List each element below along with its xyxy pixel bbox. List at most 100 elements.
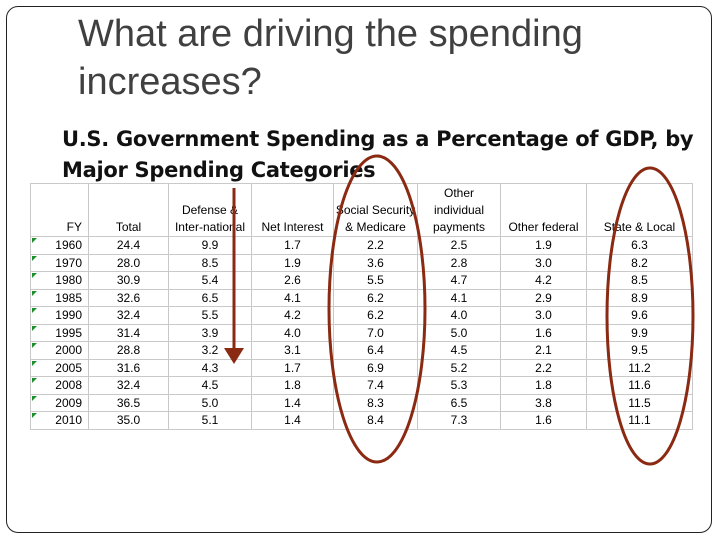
table-row: 1990 32.4 5.5 4.2 6.2 4.0 3.0 9.6: [30, 306, 693, 325]
error-indicator-icon: [32, 325, 37, 331]
table-cell: 6.2: [333, 288, 418, 307]
table-cell: 2.5: [417, 236, 501, 255]
table-cell: 9.5: [586, 341, 693, 360]
table-cell: 4.0: [251, 323, 334, 342]
table-cell: 4.3: [168, 358, 252, 377]
column-header-total: Total: [88, 183, 169, 237]
fy-value: 1970: [55, 255, 82, 270]
fy-value: 1990: [55, 308, 82, 323]
fy-value: 1995: [55, 325, 82, 340]
column-header-other-federal: Other federal: [500, 183, 587, 237]
column-header-defense: Defense & Inter-national: [168, 183, 252, 237]
table-subtitle: U.S. Government Spending as a Percentage…: [62, 127, 694, 182]
error-indicator-icon: [32, 238, 37, 243]
error-indicator-icon: [32, 395, 37, 401]
table-cell: 6.2: [333, 306, 418, 325]
table-cell: 1.9: [500, 236, 587, 255]
error-indicator-icon: [32, 413, 37, 418]
table-cell: 5.5: [333, 271, 418, 290]
fy-value: 2010: [55, 413, 82, 428]
fy-value: 1960: [55, 238, 82, 253]
table-row: 1960 24.4 9.9 1.7 2.2 2.5 1.9 6.3: [30, 236, 693, 255]
table-row: 2005 31.6 4.3 1.7 6.9 5.2 2.2 11.2: [30, 358, 693, 377]
table-cell: 4.1: [417, 288, 501, 307]
table-cell: 3.0: [500, 253, 587, 272]
table-cell: 2.2: [500, 358, 587, 377]
fy-value: 1980: [55, 273, 82, 288]
column-header-state-local: State & Local: [586, 183, 693, 237]
table-cell: 4.1: [251, 288, 334, 307]
table-cell: 28.0: [88, 253, 169, 272]
table-cell: 5.0: [168, 393, 252, 412]
error-indicator-icon: [32, 343, 37, 348]
table-cell: 1.8: [500, 376, 587, 395]
table-cell: 35.0: [88, 411, 169, 430]
column-header-social-security-medicare: Social Security & Medicare: [333, 183, 418, 237]
table-cell: 32.6: [88, 288, 169, 307]
table-cell: 9.9: [168, 236, 252, 255]
slide-frame: [6, 6, 712, 533]
table-cell: 7.4: [333, 376, 418, 395]
table-cell: 8.5: [168, 253, 252, 272]
table-cell-fy: 1995: [30, 323, 89, 342]
error-indicator-icon: [32, 255, 37, 261]
table-cell: 2.6: [251, 271, 334, 290]
table-cell: 3.6: [333, 253, 418, 272]
table-cell: 1.6: [500, 411, 587, 430]
table-cell-fy: 2000: [30, 341, 89, 360]
table-cell: 8.2: [586, 253, 693, 272]
table-cell: 9.9: [586, 323, 693, 342]
table-cell: 8.9: [586, 288, 693, 307]
table-cell: 3.2: [168, 341, 252, 360]
table-cell: 5.0: [417, 323, 501, 342]
table-cell: 4.2: [251, 306, 334, 325]
table-cell: 6.3: [586, 236, 693, 255]
table-cell: 30.9: [88, 271, 169, 290]
slide-title: What are driving the spending increases?: [78, 13, 583, 103]
table-cell: 7.3: [417, 411, 501, 430]
table-cell-fy: 1960: [30, 236, 89, 255]
error-indicator-icon: [32, 290, 37, 296]
fy-value: 2008: [55, 378, 82, 393]
table-cell-fy: 1980: [30, 271, 89, 290]
table-row: 2008 32.4 4.5 1.8 7.4 5.3 1.8 11.6: [30, 376, 693, 395]
table-cell: 3.1: [251, 341, 334, 360]
table-cell: 1.7: [251, 236, 334, 255]
table-row: 1995 31.4 3.9 4.0 7.0 5.0 1.6 9.9: [30, 323, 693, 342]
table-cell: 6.5: [168, 288, 252, 307]
column-header-net-interest: Net Interest: [251, 183, 334, 237]
table-cell: 11.1: [586, 411, 693, 430]
table-cell-fy: 2009: [30, 393, 89, 412]
table-cell: 2.8: [417, 253, 501, 272]
table-cell-fy: 1990: [30, 306, 89, 325]
table-cell-fy: 1970: [30, 253, 89, 272]
table-cell: 5.4: [168, 271, 252, 290]
table-cell: 4.5: [417, 341, 501, 360]
table-cell: 32.4: [88, 306, 169, 325]
fy-value: 1985: [55, 290, 82, 305]
table-cell: 6.9: [333, 358, 418, 377]
table-row: 1980 30.9 5.4 2.6 5.5 4.7 4.2 8.5: [30, 271, 693, 290]
table-cell: 8.4: [333, 411, 418, 430]
table-cell: 2.2: [333, 236, 418, 255]
table-cell: 4.2: [500, 271, 587, 290]
table-cell: 2.9: [500, 288, 587, 307]
table-cell-fy: 2008: [30, 376, 89, 395]
column-header-other-individual: Other individual payments: [417, 183, 501, 237]
table-cell: 1.4: [251, 393, 334, 412]
table-cell: 7.0: [333, 323, 418, 342]
table-cell: 8.3: [333, 393, 418, 412]
table-cell: 9.6: [586, 306, 693, 325]
error-indicator-icon: [32, 308, 37, 313]
table-cell: 2.1: [500, 341, 587, 360]
table-cell: 8.5: [586, 271, 693, 290]
table-body: 1960 24.4 9.9 1.7 2.2 2.5 1.9 6.3 1970 28.0 8.5 1.9…: [30, 236, 693, 430]
table-cell: 6.5: [417, 393, 501, 412]
table-cell: 1.7: [251, 358, 334, 377]
column-header-fy: FY: [30, 183, 89, 237]
table-row: 1970 28.0 8.5 1.9 3.6 2.8 3.0 8.2: [30, 253, 693, 272]
table-cell: 6.4: [333, 341, 418, 360]
table-cell: 11.2: [586, 358, 693, 377]
table-cell: 24.4: [88, 236, 169, 255]
table-cell: 5.3: [417, 376, 501, 395]
